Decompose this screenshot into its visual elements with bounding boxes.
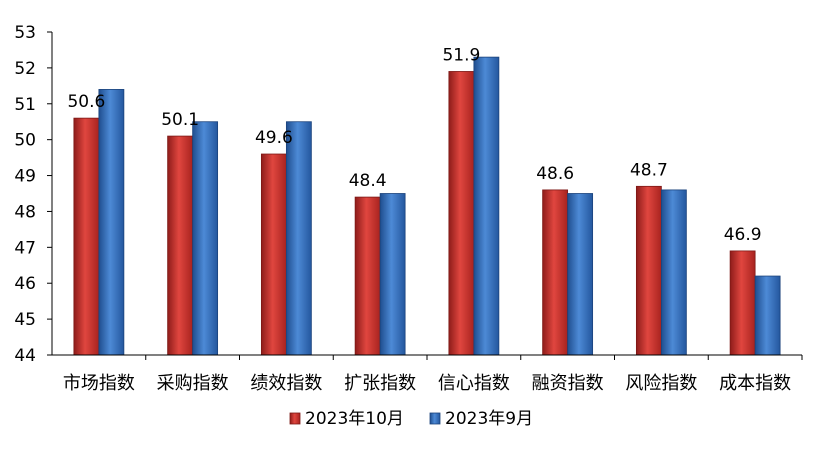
- bar-sep-6: [660, 189, 687, 356]
- y-tick-label: 52: [14, 59, 36, 79]
- x-tick-label: 信心指数: [438, 373, 510, 394]
- legend-swatch-sep: [429, 412, 441, 425]
- legend-label-oct: 2023年10月: [305, 409, 404, 429]
- x-tick-label: 融资指数: [532, 373, 604, 394]
- bar-oct-2: [260, 153, 287, 356]
- data-label: 48.7: [630, 160, 668, 180]
- data-label: 50.6: [67, 92, 105, 112]
- bars: [73, 56, 781, 356]
- y-tick-label: 46: [14, 274, 36, 294]
- bar-sep-5: [567, 193, 594, 356]
- data-label: 51.9: [442, 45, 480, 65]
- bar-oct-4: [448, 71, 475, 356]
- x-tick-label: 风险指数: [625, 373, 697, 394]
- x-tick-label: 成本指数: [719, 373, 791, 394]
- bar-sep-1: [192, 121, 219, 356]
- legend-swatch-oct: [289, 412, 301, 425]
- bar-oct-0: [73, 117, 100, 356]
- y-tick-label: 49: [14, 167, 36, 187]
- data-label: 48.6: [536, 164, 574, 184]
- bar-oct-1: [167, 135, 194, 356]
- x-tick-label: 绩效指数: [250, 373, 322, 394]
- data-label: 49.6: [255, 128, 293, 148]
- y-tick-label: 50: [14, 131, 36, 151]
- y-tick-label: 48: [14, 202, 36, 222]
- data-label: 46.9: [724, 225, 762, 245]
- y-axis-ticks: 44 45 46 47 48 49 50 51 52 53: [14, 23, 52, 366]
- x-tick-label: 采购指数: [157, 373, 229, 394]
- bar-oct-7: [729, 250, 756, 356]
- x-axis-ticks: 市场指数 采购指数 绩效指数 扩张指数 信心指数 融资指数 风险指数 成本指数: [63, 355, 803, 394]
- legend-label-sep: 2023年9月: [445, 409, 533, 429]
- y-tick-label: 45: [14, 310, 36, 330]
- bar-sep-4: [473, 56, 500, 356]
- y-tick-label: 47: [14, 238, 36, 258]
- bar-sep-2: [285, 121, 312, 356]
- bar-oct-6: [635, 185, 662, 356]
- legend: 2023年10月 2023年9月: [289, 409, 533, 429]
- x-tick-label: 市场指数: [63, 373, 135, 394]
- bar-sep-7: [754, 275, 781, 356]
- y-tick-label: 44: [14, 346, 36, 366]
- bar-sep-3: [379, 193, 406, 356]
- bar-oct-5: [542, 189, 569, 356]
- x-tick-label: 扩张指数: [344, 373, 416, 394]
- data-label: 48.4: [349, 171, 387, 191]
- y-tick-label: 51: [14, 95, 36, 115]
- y-tick-label: 53: [14, 23, 36, 43]
- data-label: 50.1: [161, 110, 199, 130]
- bar-oct-3: [354, 196, 381, 356]
- bar-sep-0: [98, 89, 125, 356]
- data-labels: 50.6 50.1 49.6 48.4 51.9 48.6 48.7 46.9: [67, 45, 761, 244]
